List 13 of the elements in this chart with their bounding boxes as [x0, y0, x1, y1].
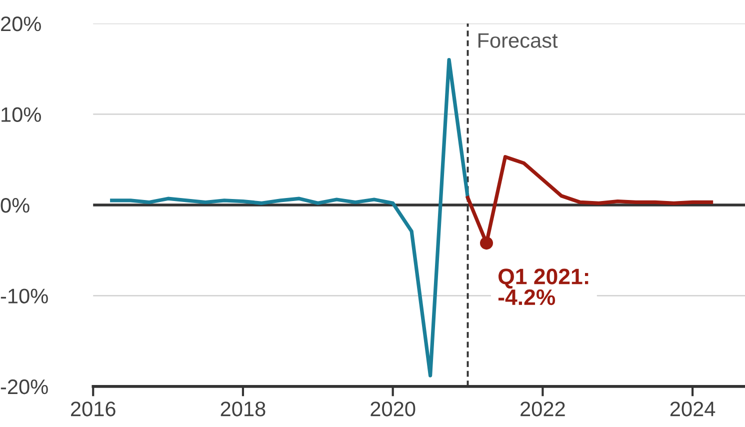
- line-series: [110, 58, 470, 378]
- y-tick-label: -10%: [0, 288, 48, 304]
- ref-line-label: Forecast: [478, 33, 558, 48]
- y-tick-label: 0%: [0, 198, 30, 213]
- y-tick-label: 20%: [1, 16, 41, 32]
- x-tick-label: 2020: [370, 402, 416, 416]
- y-tick-label: 10%: [2, 107, 41, 122]
- y-tick-label: -20%: [0, 379, 48, 394]
- x-tick-label: 2016: [71, 402, 116, 416]
- annotation: Q1 2021: -4.2%: [498, 268, 588, 306]
- x-tick-label: 2024: [670, 402, 716, 416]
- x-tick-label: 2018: [220, 402, 266, 416]
- x-tick-label: 2022: [520, 402, 565, 416]
